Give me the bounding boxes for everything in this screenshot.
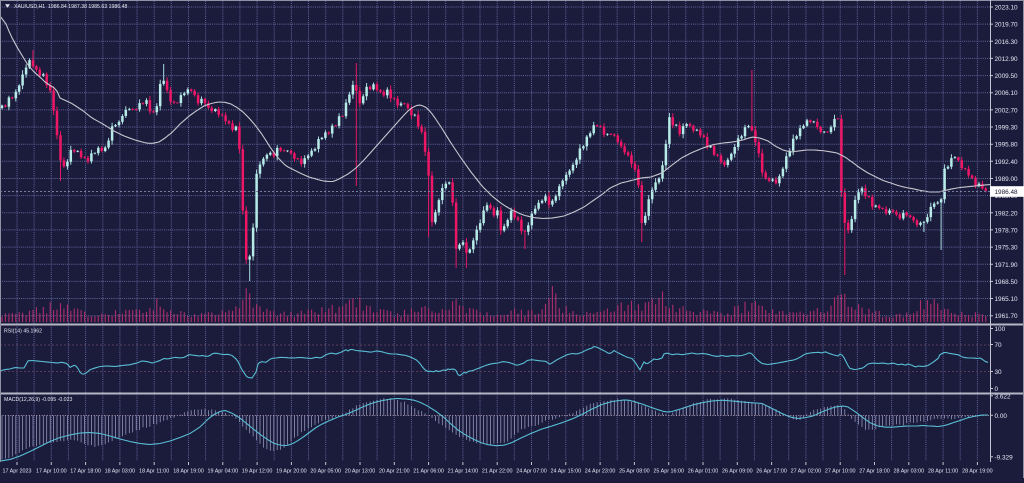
svg-text:RSI(14) 45.1962: RSI(14) 45.1962 <box>4 329 42 335</box>
svg-text:26 Apr 01:00: 26 Apr 01:00 <box>688 469 719 475</box>
svg-text:24 Apr 15:00: 24 Apr 15:00 <box>551 469 582 475</box>
svg-text:0.00: 0.00 <box>995 413 1008 420</box>
svg-text:30: 30 <box>995 369 1003 376</box>
svg-text:18 Apr 11:00: 18 Apr 11:00 <box>139 469 169 475</box>
svg-text:100: 100 <box>995 326 1006 333</box>
svg-text:17 Apr 10:00: 17 Apr 10:00 <box>36 469 67 475</box>
svg-text:25 Apr 16:00: 25 Apr 16:00 <box>653 469 684 475</box>
svg-text:19 Apr 20:00: 19 Apr 20:00 <box>276 469 307 475</box>
svg-text:28 Apr 03:00: 28 Apr 03:00 <box>894 469 925 475</box>
svg-text:24 Apr 23:00: 24 Apr 23:00 <box>585 469 616 475</box>
svg-text:1968.50: 1968.50 <box>995 279 1019 286</box>
svg-text:17 Apr 18:00: 17 Apr 18:00 <box>70 469 101 475</box>
svg-text:1961.70: 1961.70 <box>995 313 1019 320</box>
svg-text:27 Apr 18:00: 27 Apr 18:00 <box>859 469 890 475</box>
svg-text:20 Apr 05:00: 20 Apr 05:00 <box>310 469 341 475</box>
svg-text:21 Apr 22:00: 21 Apr 22:00 <box>482 469 513 475</box>
svg-text:19 Apr 12:00: 19 Apr 12:00 <box>242 469 273 475</box>
svg-text:1971.90: 1971.90 <box>995 262 1019 269</box>
svg-text:3.622: 3.622 <box>995 393 1011 400</box>
svg-text:70: 70 <box>995 342 1003 349</box>
svg-text:2006.10: 2006.10 <box>995 90 1019 97</box>
svg-text:27 Apr 02:00: 27 Apr 02:00 <box>791 469 822 475</box>
svg-text:1978.70: 1978.70 <box>995 227 1019 234</box>
svg-text:20 Apr 21:00: 20 Apr 21:00 <box>379 469 410 475</box>
svg-text:24 Apr 07:00: 24 Apr 07:00 <box>516 469 547 475</box>
svg-text:18 Apr 19:00: 18 Apr 19:00 <box>173 469 204 475</box>
svg-text:1999.30: 1999.30 <box>995 125 1019 132</box>
svg-text:1989.00: 1989.00 <box>995 176 1019 183</box>
svg-text:2002.70: 2002.70 <box>995 107 1019 114</box>
svg-text:21 Apr 06:00: 21 Apr 06:00 <box>413 469 444 475</box>
svg-text:20 Apr 13:00: 20 Apr 13:00 <box>345 469 376 475</box>
svg-text:27 Apr 10:00: 27 Apr 10:00 <box>825 469 856 475</box>
svg-text:17 Apr 2023: 17 Apr 2023 <box>2 469 31 475</box>
svg-text:18 Apr 03:00: 18 Apr 03:00 <box>105 469 136 475</box>
svg-text:1995.80: 1995.80 <box>995 142 1019 149</box>
svg-text:2019.70: 2019.70 <box>995 22 1019 29</box>
svg-text:25 Apr 08:00: 25 Apr 08:00 <box>619 469 650 475</box>
svg-text:2012.90: 2012.90 <box>995 56 1019 63</box>
svg-text:19 Apr 04:00: 19 Apr 04:00 <box>208 469 239 475</box>
svg-text:1965.10: 1965.10 <box>995 296 1019 303</box>
svg-text:28 Apr 11:00: 28 Apr 11:00 <box>928 469 958 475</box>
svg-text:21 Apr 14:00: 21 Apr 14:00 <box>448 469 479 475</box>
svg-text:26 Apr 09:00: 26 Apr 09:00 <box>722 469 753 475</box>
svg-text:26 Apr 17:00: 26 Apr 17:00 <box>756 469 787 475</box>
svg-text:28 Apr 19:00: 28 Apr 19:00 <box>962 469 993 475</box>
svg-text:2016.30: 2016.30 <box>995 39 1019 46</box>
svg-text:2009.50: 2009.50 <box>995 73 1019 80</box>
svg-text:XAU/USD,H1 1986.84 1987.38 19: XAU/USD,H1 1986.84 1987.38 1985.63 1986.… <box>14 4 127 10</box>
svg-text:0: 0 <box>995 386 999 393</box>
svg-text:MACD(12,26,9) -0.095 -0.023: MACD(12,26,9) -0.095 -0.023 <box>4 397 72 403</box>
svg-text:1982.20: 1982.20 <box>995 210 1019 217</box>
svg-text:-9.329: -9.329 <box>995 454 1014 461</box>
svg-text:2023.10: 2023.10 <box>995 5 1019 12</box>
svg-text:1992.40: 1992.40 <box>995 159 1019 166</box>
svg-text:1975.30: 1975.30 <box>995 245 1019 252</box>
svg-text:1986.48: 1986.48 <box>995 189 1019 196</box>
